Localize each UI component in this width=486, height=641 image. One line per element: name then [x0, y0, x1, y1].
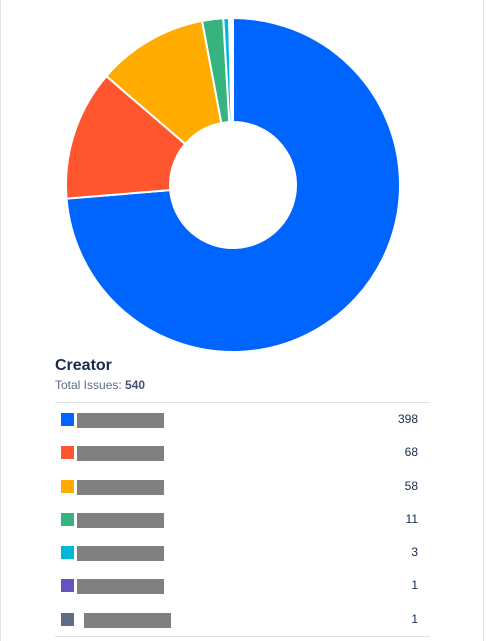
legend-swatch [61, 479, 74, 493]
legend-row[interactable]: 1 [55, 569, 430, 602]
legend-count[interactable]: 3 [411, 545, 418, 560]
legend-row[interactable]: 68 [55, 436, 430, 469]
legend-count[interactable]: 58 [404, 478, 418, 493]
legend-swatch [61, 512, 74, 526]
redacted-creator-name[interactable] [77, 446, 164, 462]
creator-legend: 398 68 58 11 3 1 1 [55, 402, 430, 638]
creator-donut-chart [65, 16, 401, 353]
legend-row[interactable]: 1 [55, 603, 430, 638]
legend-count[interactable]: 11 [405, 511, 418, 526]
total-issues-value: 540 [125, 378, 146, 392]
legend-swatch [61, 446, 74, 460]
legend-row[interactable]: 3 [55, 536, 430, 569]
chart-title: Creator [55, 357, 112, 374]
donut-slice[interactable] [230, 16, 234, 124]
legend-count[interactable]: 1 [411, 611, 418, 626]
legend-row[interactable]: 11 [55, 503, 430, 536]
legend-swatch [61, 546, 74, 560]
donut-slice[interactable] [65, 16, 401, 353]
legend-row[interactable]: 398 [55, 403, 430, 436]
donut-slice[interactable] [65, 74, 187, 200]
redacted-creator-name[interactable] [77, 479, 164, 495]
legend-row[interactable]: 58 [55, 470, 430, 503]
total-issues-label: Total Issues: [55, 378, 122, 392]
redacted-creator-name[interactable] [77, 413, 164, 428]
legend-swatch [61, 612, 74, 626]
redacted-creator-name[interactable] [84, 612, 171, 628]
redacted-creator-name[interactable] [77, 579, 164, 595]
legend-swatch [61, 579, 74, 593]
legend-count[interactable]: 68 [404, 445, 418, 460]
legend-swatch [61, 413, 74, 426]
redacted-creator-name[interactable] [77, 546, 164, 562]
legend-count[interactable]: 398 [397, 412, 418, 426]
legend-count[interactable]: 1 [411, 578, 418, 593]
redacted-creator-name[interactable] [77, 512, 164, 528]
total-issues: Total Issues: 540 [55, 378, 145, 392]
